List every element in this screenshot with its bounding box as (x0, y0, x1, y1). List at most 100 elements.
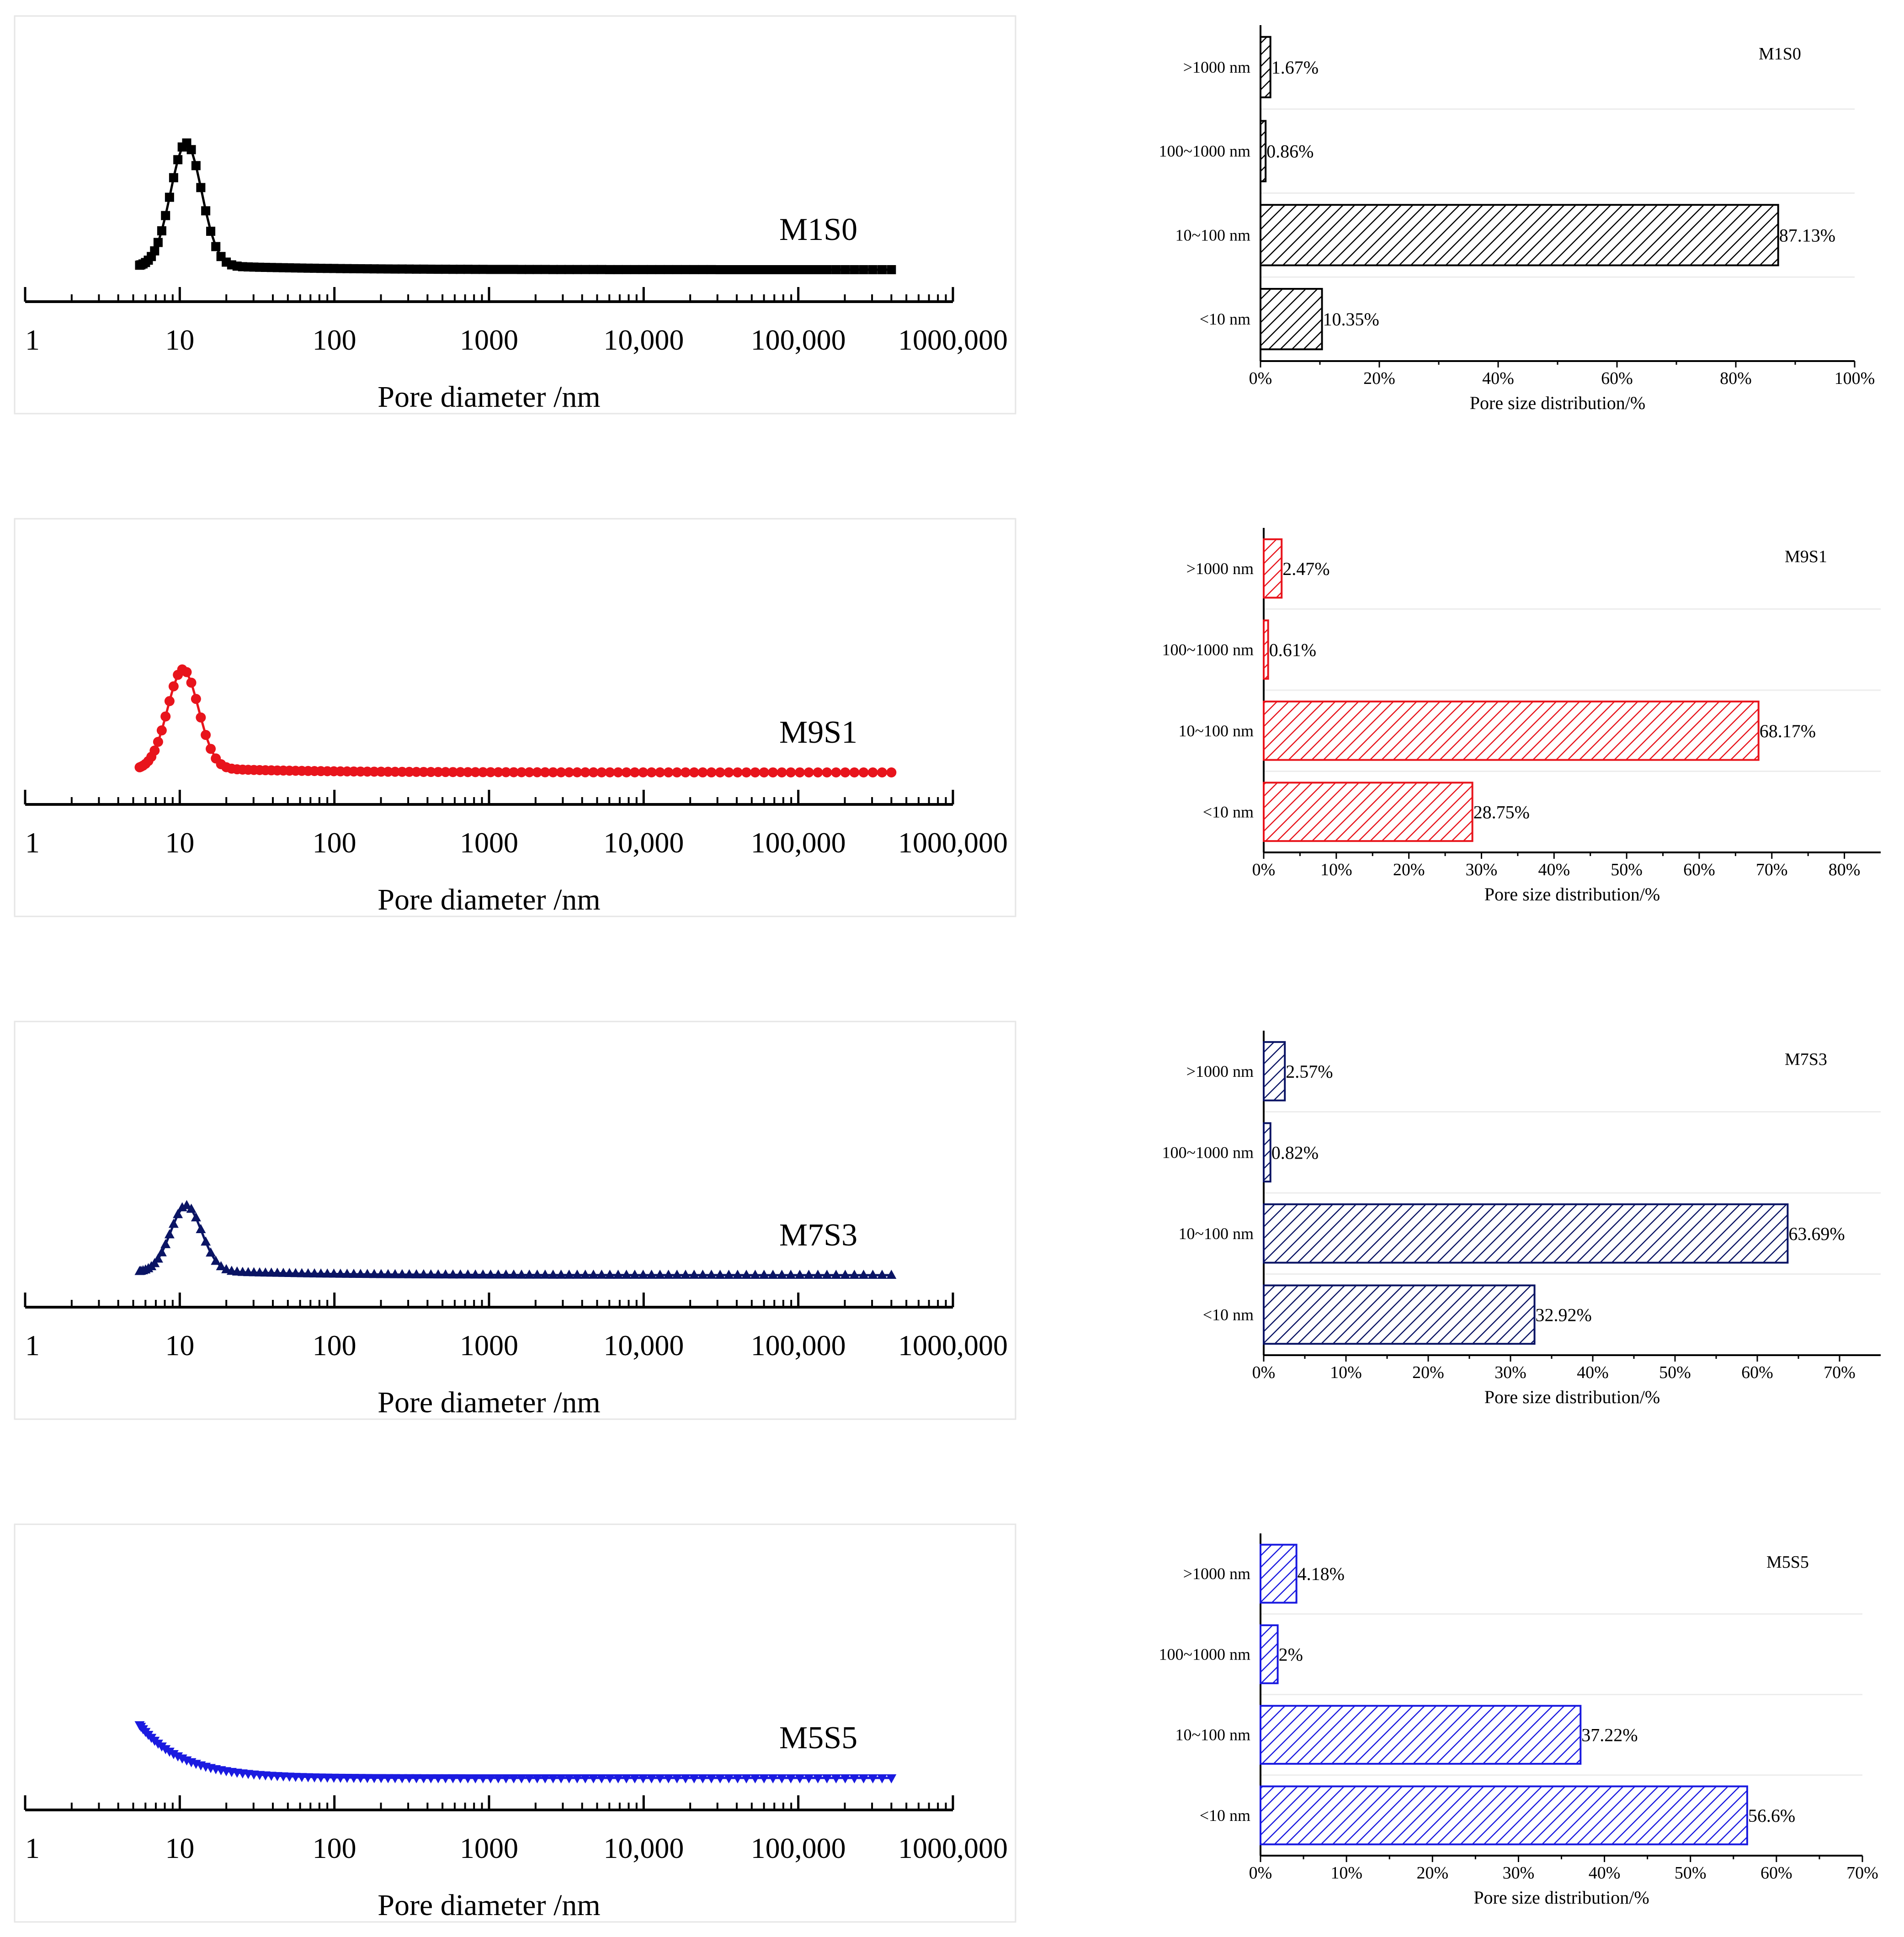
bar (1263, 700, 1760, 761)
data-point (786, 265, 796, 274)
data-point (201, 206, 211, 216)
data-point (741, 1774, 752, 1783)
data-point (759, 1269, 769, 1279)
data-point (485, 767, 496, 777)
data-point (768, 1774, 778, 1783)
data-point (849, 1269, 860, 1279)
data-point (156, 725, 167, 736)
x-tick-label: 30% (1503, 1863, 1535, 1883)
data-point (750, 265, 760, 274)
data-point (655, 1774, 665, 1783)
data-point (680, 767, 691, 777)
data-point (621, 1269, 632, 1279)
data-label: 2.57% (1286, 1061, 1333, 1082)
data-point (723, 1269, 734, 1279)
x-tick-label: 0% (1252, 860, 1276, 879)
x-tick-label: 60% (1683, 860, 1715, 879)
series-label: M9S1 (779, 715, 857, 750)
data-point (455, 1774, 466, 1783)
data-point (605, 1269, 615, 1279)
x-tick-label: 1 (25, 826, 40, 859)
data-point (706, 1774, 717, 1783)
data-point (672, 767, 682, 777)
data-point (706, 1269, 717, 1279)
data-point (580, 265, 590, 274)
data-point (335, 1268, 346, 1278)
data-point (418, 766, 429, 777)
data-point (698, 265, 707, 274)
x-tick-label: 1000 (460, 1832, 518, 1864)
data-point (689, 1774, 699, 1783)
data-point (463, 767, 473, 777)
data-point (613, 1269, 623, 1279)
data-point (211, 242, 221, 251)
data-point (355, 1774, 366, 1783)
x-tick-label: 60% (1741, 1363, 1773, 1382)
data-point (776, 767, 787, 777)
data-point (181, 1200, 192, 1209)
line-chart-M1S0: 1 10 100 1000 10,000 100,000 1000,000 Pore diam… (14, 15, 1016, 415)
line-chart-M7S3: 1 10 100 1000 10,000 100,000 1000,000 Pore diam… (14, 1021, 1016, 1420)
data-point (404, 1774, 415, 1783)
data-point (201, 1236, 211, 1246)
data-point (412, 264, 421, 274)
data-point (153, 1253, 163, 1263)
data-point (524, 1774, 535, 1783)
x-tick-label: 80% (1720, 369, 1752, 388)
data-point (605, 1774, 615, 1783)
data-point (478, 1774, 488, 1783)
data-label: 68.17% (1760, 721, 1816, 741)
data-point (655, 1269, 665, 1279)
data-point (732, 767, 743, 777)
data-point (316, 1773, 326, 1783)
data-point (153, 737, 163, 747)
line-chart-M5S5: 1 10 100 1000 10,000 100,000 1000,000 Pore diam… (14, 1523, 1016, 1923)
data-point (588, 1269, 599, 1279)
data-point (404, 264, 414, 274)
data-point (463, 1269, 473, 1279)
data-point (663, 1774, 674, 1783)
data-point (509, 265, 519, 274)
data-point (859, 265, 868, 274)
data-point (404, 766, 415, 777)
data-point (362, 1774, 372, 1783)
data-point (156, 1247, 167, 1256)
x-tick-label: 80% (1829, 860, 1861, 879)
data-point (822, 767, 832, 777)
data-point (355, 1269, 366, 1278)
data-point (329, 1268, 339, 1278)
data-point (647, 265, 656, 274)
data-point (455, 1269, 466, 1279)
data-point (448, 1269, 458, 1279)
x-axis-label: Pore size distribution/% (1484, 884, 1660, 905)
data-point (597, 265, 606, 274)
data-point (383, 1269, 394, 1278)
data-point (759, 1774, 769, 1783)
data-point (397, 1269, 407, 1278)
data-point (369, 264, 379, 274)
data-point (867, 767, 878, 777)
data-point (850, 265, 859, 274)
data-point (564, 1269, 574, 1279)
x-tick-label: 10 (165, 1832, 194, 1864)
data-point (630, 265, 639, 274)
bar-chart-M5S5: 0% 10% 20% 30% 40% 50% 60% 70% >1000 nm 4.18% 100~… (1159, 1533, 1878, 1908)
data-label: 1.67% (1271, 57, 1319, 78)
x-tick-label: 100 (313, 1832, 356, 1864)
data-point (486, 265, 495, 274)
data-point (425, 1774, 436, 1783)
data-point (750, 767, 761, 777)
data-point (369, 1774, 379, 1783)
data-point (540, 767, 550, 777)
x-tick-label: 100,000 (751, 324, 846, 356)
data-point (589, 265, 598, 274)
data-point (867, 1269, 878, 1279)
data-point (831, 265, 841, 274)
data-point (831, 1269, 841, 1279)
data-point (664, 265, 673, 274)
category-label: >1000 nm (1186, 559, 1254, 578)
data-point (493, 1269, 504, 1279)
data-point (478, 265, 488, 274)
bar (1260, 120, 1267, 182)
data-point (303, 1268, 314, 1277)
